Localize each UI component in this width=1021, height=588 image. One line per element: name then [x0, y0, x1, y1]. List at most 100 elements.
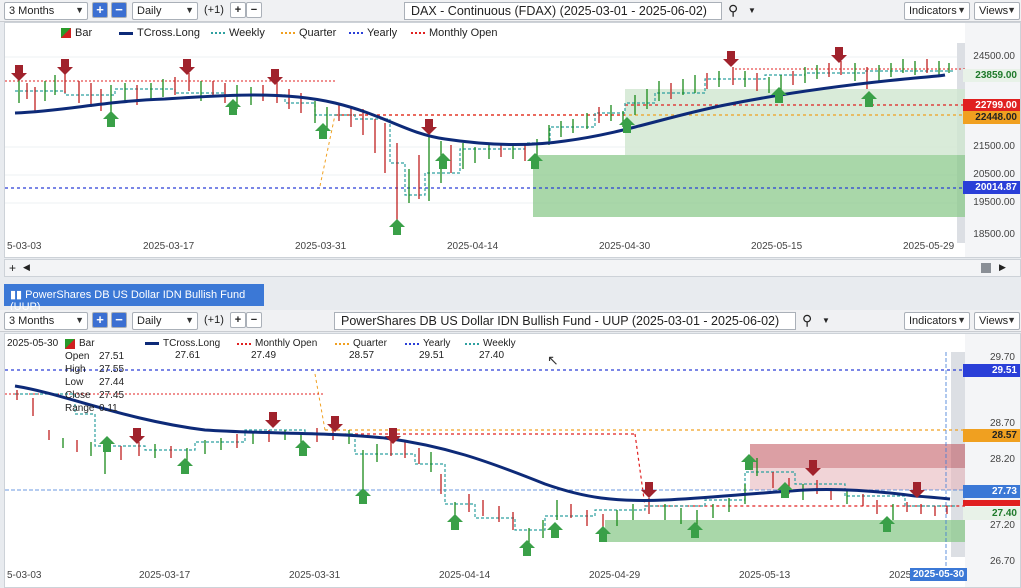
- y-tick: 21500.00: [973, 141, 1015, 152]
- legend-quarter[interactable]: Quarter: [335, 338, 387, 349]
- ohlc-key: Range: [65, 403, 95, 414]
- legend-value: 27.40: [479, 350, 505, 361]
- cursor-date-tag: 2025-05-30: [910, 568, 968, 581]
- offset-label: (+1): [204, 4, 224, 16]
- weekly-line: [15, 70, 955, 196]
- x-tick: 2025-04-14: [439, 570, 491, 581]
- top-toolbar: 3 Months ▼ + − Daily ▼ (+1) + − DAX - Cont…: [0, 0, 1021, 22]
- x-tick: 2025-03-31: [289, 570, 341, 581]
- zoom-in-button[interactable]: +: [92, 2, 108, 18]
- x-tick: 2025-05-15: [751, 241, 803, 252]
- y-tick: 29.70: [989, 352, 1015, 363]
- uup-panel-header[interactable]: ▮▮ PowerShares DB US Dollar IDN Bullish …: [4, 284, 264, 313]
- indicators-label: Indicators: [909, 315, 957, 327]
- legend-label: Weekly: [229, 27, 265, 39]
- legend-monthly-open[interactable]: Monthly Open: [411, 27, 497, 39]
- scroll-thumb[interactable]: [981, 263, 991, 273]
- zoom-in-button[interactable]: +: [92, 312, 108, 328]
- offset-minus-button[interactable]: −: [246, 2, 262, 18]
- indicators-label: Indicators: [909, 5, 957, 17]
- legend-label: Weekly: [483, 338, 516, 349]
- legend-monthly-open[interactable]: Monthly Open: [237, 338, 317, 349]
- legend-bar[interactable]: Bar: [61, 27, 92, 39]
- dax-chart-pane[interactable]: Bar TCross.Long Weekly Quarter Yearly Mo…: [4, 22, 1021, 258]
- search-icon[interactable]: ⚲: [728, 2, 739, 18]
- indicators-button[interactable]: Indicators ▼: [904, 2, 970, 20]
- x-tick: 2025-05-29: [903, 241, 955, 252]
- dax-chart-svg: [5, 23, 1020, 257]
- ohlc-row: Open 27.51: [65, 350, 145, 363]
- price-tag-monthly-open: [963, 500, 1020, 506]
- y-tick: 20500.00: [973, 169, 1015, 180]
- legend-label: TCross.Long: [163, 338, 221, 349]
- legend-weekly[interactable]: Weekly: [211, 27, 265, 39]
- ohlc-key: Low: [65, 377, 84, 388]
- offset-plus-button[interactable]: +: [230, 2, 246, 18]
- offset-label: (+1): [204, 314, 224, 326]
- price-tag-cursor: 27.73: [963, 485, 1020, 498]
- zoom-out-button[interactable]: −: [111, 312, 127, 328]
- price-bars: [16, 390, 948, 550]
- legend-yearly[interactable]: Yearly: [349, 27, 397, 39]
- ohlc-value: 0.11: [99, 403, 118, 414]
- line-legend-icon: [237, 342, 251, 345]
- price-tag-monthly-open: 22799.00: [963, 99, 1020, 112]
- legend-quarter[interactable]: Quarter: [281, 27, 336, 39]
- line-legend-icon: [211, 32, 225, 34]
- line-legend-icon: [405, 342, 419, 345]
- symbol-title[interactable]: PowerShares DB US Dollar IDN Bullish Fun…: [334, 312, 796, 330]
- y-tick: 24500.00: [973, 51, 1015, 62]
- expand-icon[interactable]: +: [9, 261, 17, 275]
- bar-legend-icon: [61, 28, 71, 38]
- chevron-down-icon[interactable]: ▼: [822, 316, 830, 325]
- y-tick: 19500.00: [973, 197, 1015, 208]
- legend-label: Quarter: [299, 27, 337, 39]
- interval-select[interactable]: Daily ▼: [132, 2, 198, 20]
- interval-value: Daily: [137, 315, 162, 327]
- uup-chart-svg: [5, 334, 1020, 587]
- range-select[interactable]: 3 Months ▼: [4, 312, 88, 330]
- legend-value: 28.57: [349, 350, 375, 361]
- line-legend-icon: [411, 32, 425, 34]
- legend-tcross[interactable]: TCross.Long: [145, 338, 220, 349]
- supply-zone-light: [750, 468, 965, 490]
- line-legend-icon: [335, 342, 349, 345]
- chevron-down-icon[interactable]: ▼: [748, 6, 756, 15]
- price-tag-last: 27.40: [963, 507, 1020, 520]
- range-value: 3 Months: [9, 315, 55, 327]
- range-select[interactable]: 3 Months ▼: [4, 2, 88, 20]
- views-button[interactable]: Views ▼: [974, 2, 1020, 20]
- demand-zone: [533, 155, 965, 217]
- price-tag-yearly: 20014.87: [963, 181, 1020, 194]
- uup-chart-pane[interactable]: 2025-05-30 Bar TCross.Long 27.61 Monthly…: [4, 333, 1021, 588]
- x-tick: 2025-04-30: [599, 241, 651, 252]
- legend-bar[interactable]: Bar: [65, 338, 95, 349]
- legend-tcross[interactable]: TCross.Long: [119, 27, 200, 39]
- bar-legend-icon: [65, 338, 75, 349]
- signal-arrows: [99, 412, 925, 556]
- chevron-down-icon: ▼: [185, 315, 194, 325]
- interval-select[interactable]: Daily ▼: [132, 312, 198, 330]
- views-button[interactable]: Views ▼: [974, 312, 1020, 330]
- x-tick: 5-03-03: [7, 570, 42, 581]
- legend-value: 29.51: [419, 350, 445, 361]
- indicators-button[interactable]: Indicators ▼: [904, 312, 970, 330]
- search-icon[interactable]: ⚲: [802, 312, 813, 328]
- scroll-left-icon[interactable]: ◀: [23, 262, 30, 272]
- scroll-right-icon[interactable]: ▶: [999, 262, 1006, 272]
- offset-minus-button[interactable]: −: [246, 312, 262, 328]
- chevron-down-icon: ▼: [75, 315, 84, 325]
- legend-yearly[interactable]: Yearly: [405, 338, 450, 349]
- time-scrollbar[interactable]: + ◀ ▶: [4, 259, 1021, 277]
- symbol-title[interactable]: DAX - Continuous (FDAX) (2025-03-01 - 20…: [404, 2, 722, 20]
- chevron-down-icon: ▼: [185, 5, 194, 15]
- offset-plus-button[interactable]: +: [230, 312, 246, 328]
- chevron-down-icon: ▼: [957, 315, 966, 325]
- legend-weekly[interactable]: Weekly: [465, 338, 516, 349]
- zoom-out-button[interactable]: −: [111, 2, 127, 18]
- ohlc-value: 27.51: [99, 351, 125, 362]
- interval-value: Daily: [137, 5, 162, 17]
- legend-value: 27.61: [175, 350, 201, 361]
- ohlc-row: High 27.55: [65, 363, 145, 376]
- legend-label: Monthly Open: [255, 338, 318, 349]
